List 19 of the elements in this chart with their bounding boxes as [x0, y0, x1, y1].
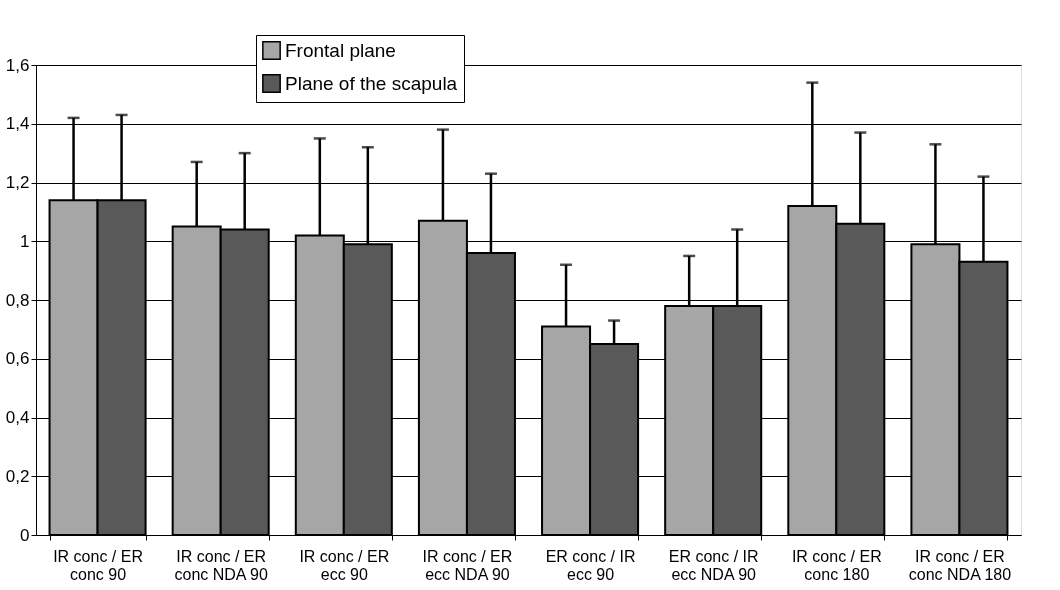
x-tick-label: IR conc / ER ecc 90 [299, 547, 390, 583]
x-tick-label: IR conc / ER conc NDA 180 [908, 547, 1012, 583]
y-tick-label: 1,2 [5, 173, 30, 192]
y-tick-label: 0 [20, 525, 30, 545]
y-tick-label: 0,8 [5, 290, 30, 310]
y-tick-label: 1,6 [5, 55, 30, 75]
x-tick-label: ER conc / IR ecc NDA 90 [668, 547, 759, 583]
y-tick-label: 1 [20, 231, 30, 251]
y-tick-label: 1,4 [5, 114, 30, 134]
y-tick-label: 0,4 [5, 408, 30, 427]
x-tick-label: IR conc / ER conc 180 [791, 547, 882, 583]
y-tick-label: 0,6 [5, 349, 30, 369]
x-tick-label: IR conc / ER conc NDA 90 [174, 547, 268, 583]
legend-label: Plane of the scapula [285, 72, 458, 94]
legend-label: Frontal plane [285, 39, 396, 61]
y-tick-label: 0,2 [5, 466, 30, 486]
x-tick-label: IR conc / ER conc 90 [53, 547, 143, 583]
x-tick-label: IR conc / ER ecc NDA 90 [422, 547, 513, 583]
x-tick-label: ER conc / IR ecc 90 [545, 547, 636, 583]
